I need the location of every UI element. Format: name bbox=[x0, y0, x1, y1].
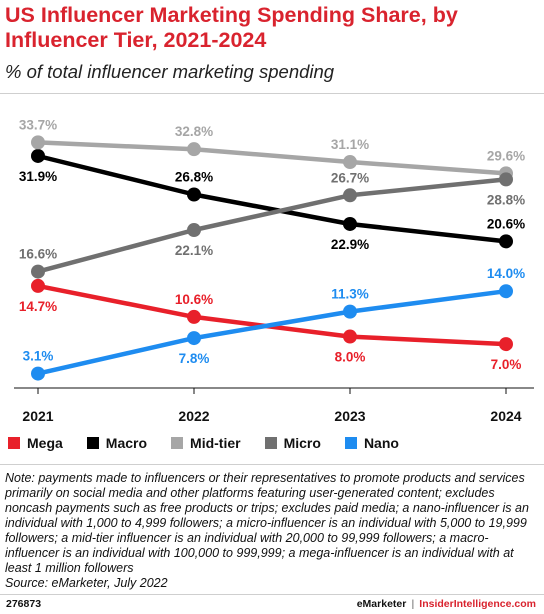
series-points bbox=[31, 135, 513, 381]
chart-legend: Mega Macro Mid-tier Micro Nano bbox=[8, 433, 423, 453]
data-point-nano bbox=[343, 304, 357, 319]
note-text: Note: payments made to influencers or th… bbox=[5, 471, 529, 575]
data-label-micro: 16.6% bbox=[19, 247, 57, 262]
legend-item-mid-tier: Mid-tier bbox=[171, 435, 241, 451]
data-label-macro: 20.6% bbox=[487, 216, 525, 231]
data-point-micro bbox=[343, 188, 357, 203]
series-line-macro bbox=[35, 153, 509, 244]
legend-swatch bbox=[171, 437, 184, 449]
legend-swatch bbox=[8, 437, 20, 449]
legend-label: Mega bbox=[27, 435, 63, 451]
series-line-micro bbox=[35, 177, 509, 274]
data-point-mega bbox=[187, 309, 201, 324]
data-point-micro bbox=[499, 172, 513, 187]
data-label-micro: 28.8% bbox=[487, 192, 525, 207]
data-point-macro bbox=[31, 148, 45, 163]
data-label-micro: 26.7% bbox=[331, 170, 369, 185]
data-label-macro: 22.9% bbox=[331, 237, 369, 252]
brand-name: eMarketer bbox=[356, 598, 407, 610]
legend-label: Macro bbox=[105, 435, 148, 451]
data-point-macro bbox=[343, 216, 357, 231]
data-point-nano bbox=[499, 284, 513, 299]
series-line-mid-tier bbox=[35, 140, 509, 176]
data-label-macro: 26.8% bbox=[175, 170, 213, 185]
x-tick-label: 2023 bbox=[334, 408, 365, 424]
legend-item-mega: Mega bbox=[8, 435, 63, 451]
legend-swatch bbox=[86, 437, 99, 449]
data-label-macro: 31.9% bbox=[19, 169, 57, 184]
brand-url: InsiderIntelligence.com bbox=[419, 598, 536, 610]
chart-subtitle: % of total influencer marketing spending bbox=[5, 61, 335, 82]
legend-swatch bbox=[344, 437, 357, 449]
series-line-nano bbox=[35, 288, 509, 376]
bottom-divider bbox=[0, 594, 544, 595]
data-point-macro bbox=[499, 234, 513, 249]
data-label-mega: 7.0% bbox=[491, 357, 522, 372]
x-tick-label: 2022 bbox=[178, 408, 209, 424]
chart-id: 276873 bbox=[6, 598, 42, 610]
data-point-nano bbox=[187, 331, 201, 346]
data-point-macro bbox=[187, 187, 201, 202]
data-point-micro bbox=[31, 264, 45, 279]
data-label-mid-tier: 31.1% bbox=[331, 137, 369, 152]
legend-label: Mid-tier bbox=[190, 435, 241, 451]
legend-label: Micro bbox=[283, 435, 321, 451]
data-label-mid-tier: 29.6% bbox=[487, 148, 525, 163]
legend-item-macro: Macro bbox=[86, 435, 148, 451]
brand-separator: | bbox=[411, 598, 415, 610]
chart-title: US Influencer Marketing Spending Share, … bbox=[5, 3, 458, 52]
data-label-nano: 7.8% bbox=[179, 351, 210, 366]
legend-item-nano: Nano bbox=[344, 435, 399, 451]
data-label-micro: 22.1% bbox=[175, 243, 213, 258]
x-tick-label: 2021 bbox=[22, 408, 53, 424]
legend-swatch bbox=[264, 437, 277, 449]
data-label-mega: 10.6% bbox=[175, 292, 213, 307]
footer-divider bbox=[0, 464, 544, 465]
data-label-mid-tier: 33.7% bbox=[19, 117, 57, 132]
brand-credit: eMarketer | InsiderIntelligence.com bbox=[357, 598, 536, 610]
legend-item-micro: Micro bbox=[264, 435, 321, 451]
data-labels: 14.7% 10.6% 8.0% 7.0% 31.9% 26.8% 22.9% 20.6% 33… bbox=[19, 117, 525, 372]
data-label-mega: 8.0% bbox=[335, 350, 366, 365]
data-label-mega: 14.7% bbox=[19, 299, 57, 314]
data-point-mega bbox=[343, 329, 357, 344]
x-axis-ticks: 2021 2022 2023 2024 bbox=[22, 388, 522, 424]
series-line-mega bbox=[35, 283, 509, 347]
line-chart: 14.7% 10.6% 8.0% 7.0% 31.9% 26.8% 22.9% 20.6% 33… bbox=[14, 117, 534, 424]
x-tick-label: 2024 bbox=[490, 408, 521, 424]
data-point-mid-tier bbox=[343, 155, 357, 170]
data-label-mid-tier: 32.8% bbox=[175, 124, 213, 139]
data-label-nano: 11.3% bbox=[331, 287, 369, 302]
data-label-nano: 3.1% bbox=[23, 349, 54, 364]
data-label-nano: 14.0% bbox=[487, 266, 525, 281]
data-point-nano bbox=[31, 366, 45, 381]
data-point-mid-tier bbox=[187, 142, 201, 157]
data-point-mega bbox=[31, 278, 45, 293]
header-divider bbox=[0, 93, 544, 94]
data-point-mid-tier bbox=[31, 135, 45, 150]
series-lines bbox=[35, 140, 509, 376]
data-point-mega bbox=[499, 337, 513, 352]
data-point-micro bbox=[187, 223, 201, 238]
source-text: Source: eMarketer, July 2022 bbox=[5, 576, 168, 590]
legend-label: Nano bbox=[363, 435, 399, 451]
chart-note: Note: payments made to influencers or th… bbox=[5, 471, 539, 591]
